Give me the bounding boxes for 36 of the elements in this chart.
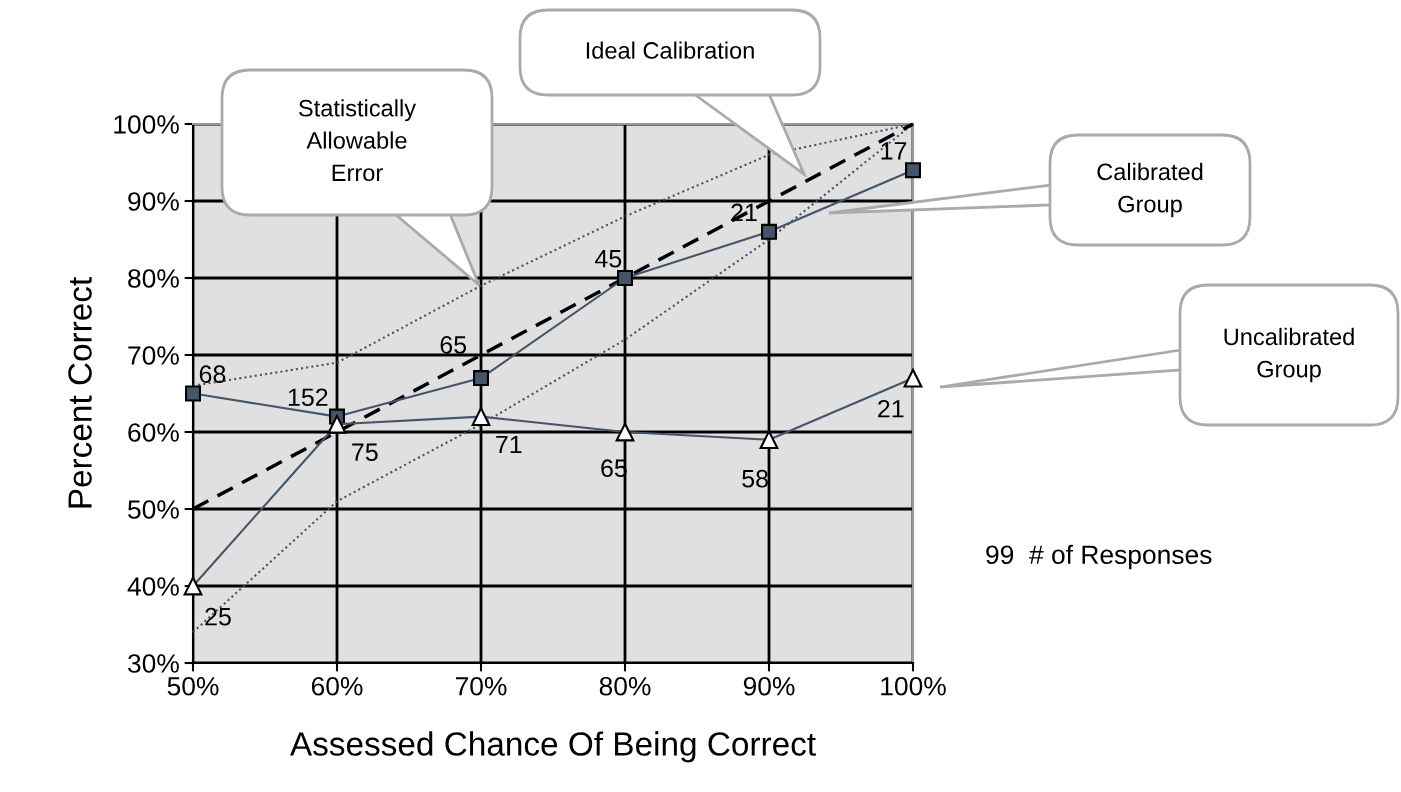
x-tick-label: 70% <box>455 676 507 696</box>
annotation: 68 <box>199 365 226 383</box>
annotation: 75 <box>352 443 378 462</box>
annotation: 65 <box>440 336 467 354</box>
y-tick-label: 30% <box>128 654 179 673</box>
y-tick-label: 70% <box>128 346 179 365</box>
y-axis-title: Percent Correct <box>68 277 92 508</box>
text: Uncalibrated Group <box>1224 327 1354 383</box>
point <box>617 270 633 286</box>
annotation: 25 <box>205 607 231 626</box>
x-tick-label: 100% <box>881 676 946 696</box>
x-axis-title: Assessed Chance Of Being Correct <box>289 731 816 763</box>
y-tick-label: 50% <box>128 500 179 519</box>
y-tick-label: 80% <box>128 269 179 288</box>
point <box>185 385 201 402</box>
annotation: 152 <box>288 388 328 407</box>
annotation: 21 <box>878 399 904 418</box>
point <box>905 162 921 179</box>
point <box>761 223 777 240</box>
annotation: 58 <box>742 469 768 488</box>
x-tick-label: 80% <box>599 676 651 696</box>
x-tick-label: 90% <box>743 676 795 696</box>
x-tick-label: 60% <box>311 676 363 696</box>
text: Ideal Calibration <box>586 41 754 59</box>
y-tick-label: 100% <box>114 115 179 134</box>
annotation: Statistically Allowable Error <box>299 99 416 182</box>
point <box>473 370 489 387</box>
y-tick-label: 90% <box>128 192 179 211</box>
y-tick-label: 40% <box>127 577 179 596</box>
text: Calibrated Group <box>1097 162 1203 218</box>
annotation: 71 <box>496 435 522 454</box>
y-tick-label: 60% <box>128 423 179 442</box>
annotation: 17 <box>881 142 907 160</box>
x-tick-label: 50% <box>167 676 219 696</box>
text: 99 # of Responses <box>986 544 1212 570</box>
annotation: 45 <box>594 250 622 268</box>
